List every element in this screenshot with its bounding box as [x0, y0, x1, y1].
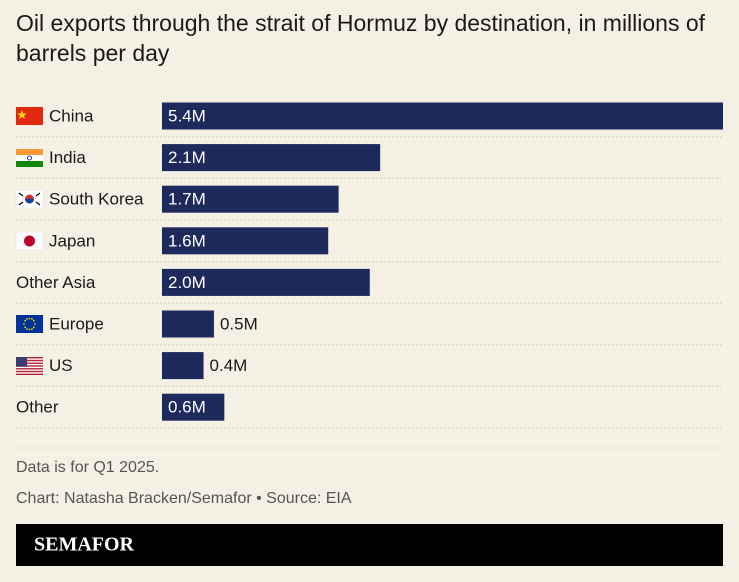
bar [162, 227, 329, 255]
category-label: South Korea [49, 190, 144, 209]
chart-title: Oil exports through the strait of Hormuz… [16, 10, 706, 66]
flag [15, 231, 44, 251]
category-label: India [49, 148, 86, 167]
bar [162, 310, 214, 338]
value-label: 0.4M [210, 356, 248, 375]
flag [16, 149, 43, 167]
source: Chart: Natasha Bracken/Semafor • Source:… [16, 490, 352, 507]
value-label: 1.6M [168, 231, 206, 250]
flag [16, 357, 43, 375]
brand-bar [16, 524, 723, 566]
bar [162, 185, 339, 213]
note: Data is for Q1 2025. [16, 459, 159, 476]
category-label: Other [16, 398, 59, 417]
bar [162, 268, 370, 296]
bar [162, 393, 225, 421]
value-label: 1.7M [168, 190, 206, 209]
flag [16, 107, 43, 125]
brand: SEMAFOR [34, 534, 135, 556]
bar [162, 144, 381, 172]
value-label: 0.6M [168, 398, 206, 417]
category-label: Japan [49, 231, 95, 250]
category-label: US [49, 356, 73, 375]
bar [162, 102, 723, 130]
category-label: China [49, 106, 94, 125]
flag [15, 189, 44, 209]
category-label: Other Asia [16, 273, 96, 292]
bar [162, 352, 204, 380]
value-label: 0.5M [220, 314, 258, 333]
category-label: Europe [49, 314, 104, 333]
value-label: 2.1M [168, 148, 206, 167]
flag [16, 315, 43, 333]
value-label: 5.4M [168, 106, 206, 125]
value-label: 2.0M [168, 273, 206, 292]
